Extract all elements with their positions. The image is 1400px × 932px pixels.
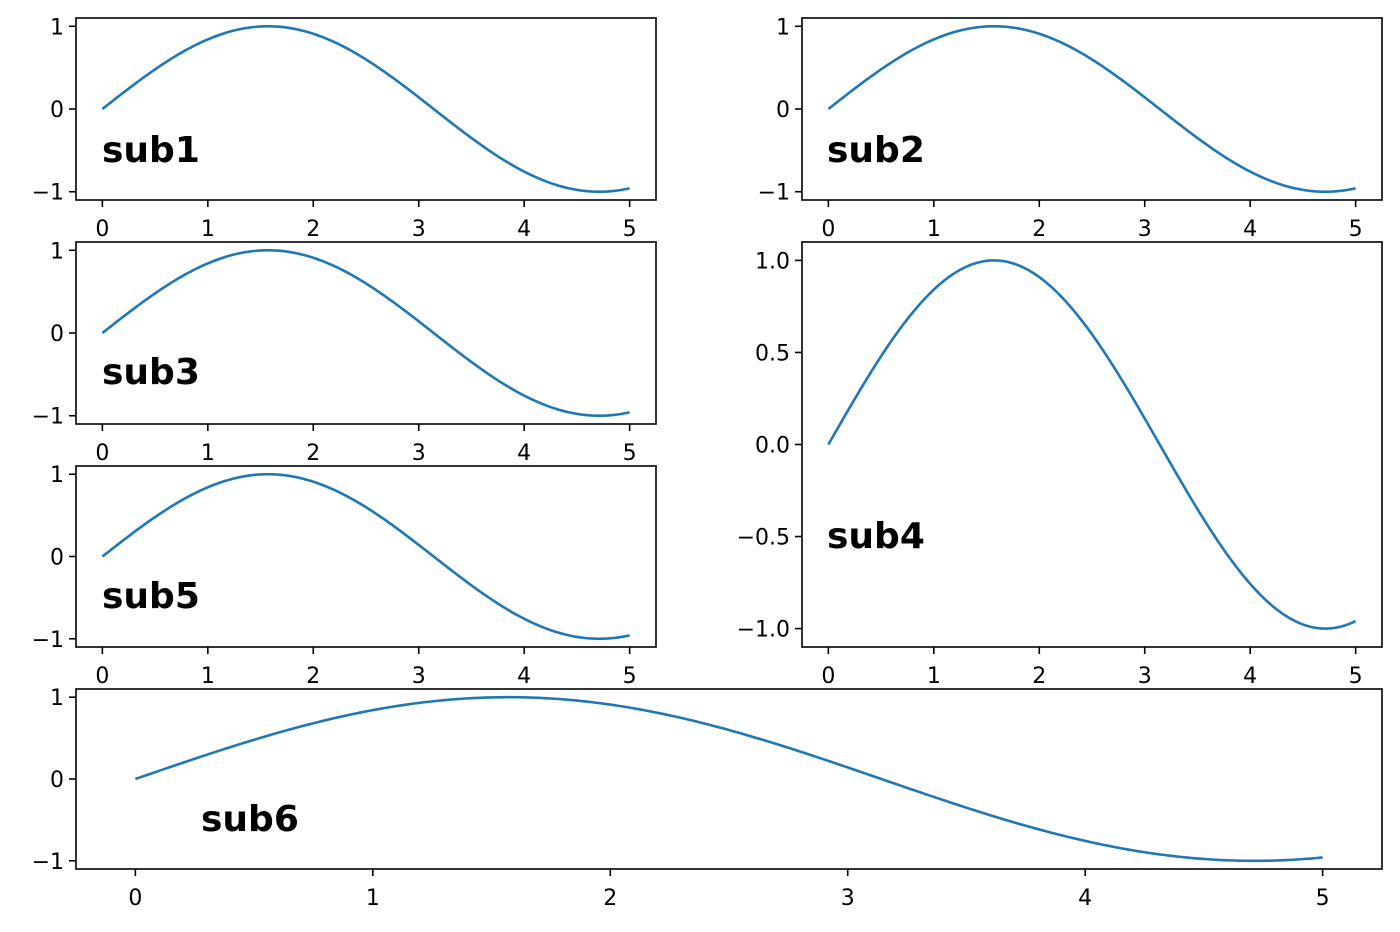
x-tick-label: 0: [95, 441, 109, 466]
y-tick-label: 0: [50, 768, 64, 793]
y-tick-label: 1.0: [755, 249, 790, 274]
y-tick-label: −1: [32, 850, 64, 875]
panel-label: sub2: [827, 130, 925, 171]
x-tick-label: 5: [1349, 217, 1363, 242]
x-tick-label: 4: [517, 664, 531, 689]
subplot-sub3: 0 1 2 3 4 5 −1 0 1 sub3: [32, 239, 657, 466]
x-tick-label: 0: [95, 664, 109, 689]
x-tick-label: 1: [201, 217, 215, 242]
panel-label: sub6: [201, 799, 299, 840]
x-tick-label: 4: [517, 441, 531, 466]
y-tick-label: 0: [50, 546, 64, 571]
x-tick-label: 5: [623, 217, 637, 242]
subplot-grid: 0 1 2 3 4 5 −1 0 1 sub1 0 1 2 3 4 5 −1 0 1 sub2 0 1 2 3 4 5 −1 0 1 su…: [32, 15, 1383, 911]
y-tick-label: 0.5: [755, 341, 790, 366]
subplot-sub6: 0 1 2 3 4 5 −1 0 1 sub6: [32, 686, 1383, 911]
y-tick-label: 0: [50, 98, 64, 123]
y-tick-label: 1: [776, 15, 790, 40]
series-line-sub3: [101, 248, 630, 418]
x-tick-label: 4: [1243, 664, 1257, 689]
x-tick-label: 4: [517, 217, 531, 242]
y-tick-label: −1: [32, 405, 64, 430]
y-tick-label: 0: [50, 322, 64, 347]
x-tick-label: 5: [623, 664, 637, 689]
y-tick-label: −1.0: [737, 618, 790, 643]
y-tick-label: −1: [758, 181, 790, 206]
x-tick-label: 3: [1138, 217, 1152, 242]
y-tick-label: 1: [50, 463, 64, 488]
x-tick-label: 0: [95, 217, 109, 242]
panel-label: sub5: [102, 576, 200, 617]
y-tick-label: 0.0: [755, 434, 790, 459]
series-line-sub5: [101, 472, 630, 641]
x-tick-label: 5: [623, 441, 637, 466]
x-tick-label: 2: [306, 664, 320, 689]
x-tick-label: 5: [1349, 664, 1363, 689]
series-line-sub4: [827, 259, 1357, 630]
x-tick-label: 3: [412, 217, 426, 242]
x-tick-label: 1: [201, 441, 215, 466]
subplot-sub4: 0 1 2 3 4 5 −1.0 −0.5 0.0 0.5 1.0 sub4: [737, 241, 1383, 689]
x-tick-label: 0: [821, 217, 835, 242]
x-tick-label: 2: [306, 217, 320, 242]
y-tick-label: −1: [32, 181, 64, 206]
subplot-sub2: 0 1 2 3 4 5 −1 0 1 sub2: [758, 15, 1383, 242]
series-line-sub6: [134, 695, 1323, 863]
x-tick-label: 3: [1138, 664, 1152, 689]
x-tick-label: 2: [603, 886, 617, 911]
x-tick-label: 3: [412, 664, 426, 689]
y-tick-label: −0.5: [737, 526, 790, 551]
panel-label: sub3: [102, 352, 200, 393]
x-tick-label: 1: [366, 886, 380, 911]
y-tick-label: 1: [50, 239, 64, 264]
panel-label: sub1: [102, 130, 200, 171]
x-tick-label: 4: [1243, 217, 1257, 242]
y-tick-label: 0: [776, 98, 790, 123]
x-tick-label: 4: [1078, 886, 1092, 911]
series-line-sub2: [827, 24, 1356, 194]
y-tick-label: 1: [50, 686, 64, 711]
x-tick-label: 3: [841, 886, 855, 911]
subplot-sub5: 0 1 2 3 4 5 −1 0 1 sub5: [32, 463, 657, 689]
x-tick-label: 2: [306, 441, 320, 466]
y-tick-label: 1: [50, 15, 64, 40]
y-tick-label: −1: [32, 628, 64, 653]
x-tick-label: 5: [1316, 886, 1330, 911]
subplot-sub1: 0 1 2 3 4 5 −1 0 1 sub1: [32, 15, 657, 242]
series-line-sub1: [101, 24, 630, 194]
x-tick-label: 0: [821, 664, 835, 689]
x-tick-label: 0: [128, 886, 142, 911]
x-tick-label: 2: [1032, 664, 1046, 689]
x-tick-label: 2: [1032, 217, 1046, 242]
x-tick-label: 1: [201, 664, 215, 689]
x-tick-label: 1: [927, 217, 941, 242]
x-tick-label: 3: [412, 441, 426, 466]
x-tick-label: 1: [927, 664, 941, 689]
panel-label: sub4: [827, 516, 925, 557]
